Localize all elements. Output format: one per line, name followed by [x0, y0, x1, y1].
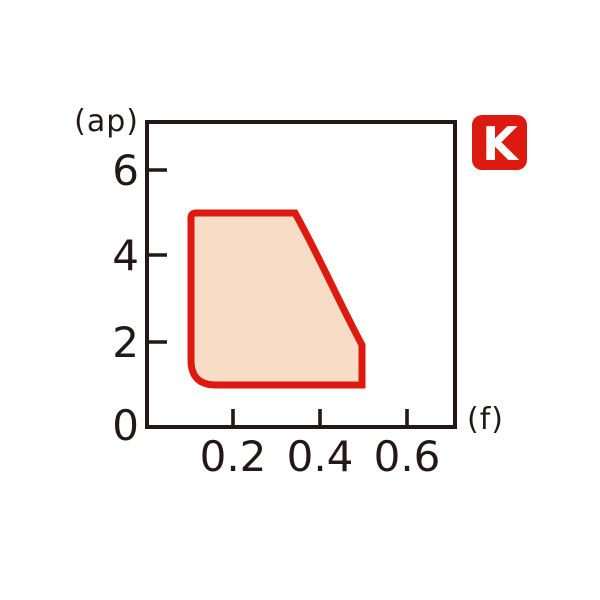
- y-tick-label-4: 4: [112, 231, 139, 280]
- cutting-range-region: [187, 209, 366, 389]
- y-tick-label-2: 2: [112, 318, 139, 367]
- plot-border: [145, 120, 457, 429]
- y-tick-label-6: 6: [112, 146, 139, 195]
- y-tick-label-0: 0: [112, 401, 139, 450]
- y-axis-title: (ap): [74, 104, 139, 139]
- x-tick-label-02: 0.2: [200, 432, 267, 481]
- x-tick-label-04: 0.4: [287, 432, 354, 481]
- material-group-badge: [472, 115, 527, 170]
- material-group-badge-label: K: [482, 117, 520, 171]
- x-axis-title: (f): [467, 402, 504, 437]
- x-tick-label-06: 0.6: [374, 432, 441, 481]
